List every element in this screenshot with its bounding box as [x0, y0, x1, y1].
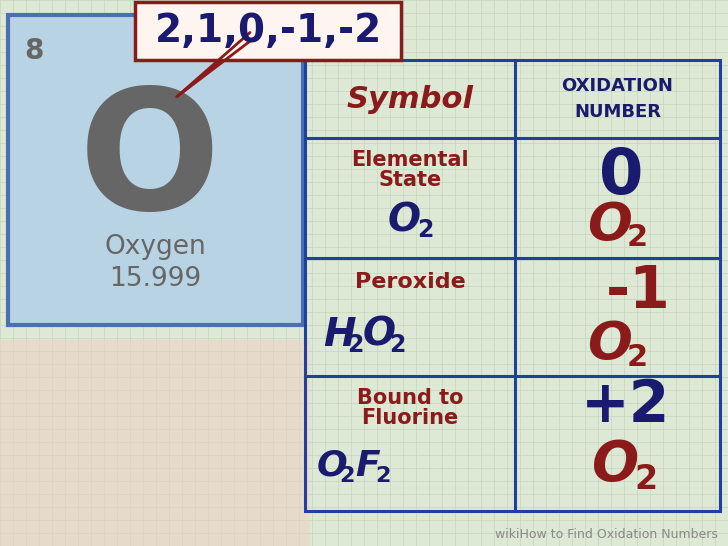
- Text: 2: 2: [347, 333, 363, 357]
- Text: Symbol: Symbol: [347, 85, 473, 114]
- Text: 2: 2: [417, 218, 433, 242]
- Text: O: O: [363, 316, 396, 354]
- FancyBboxPatch shape: [8, 15, 303, 325]
- Text: O: O: [79, 81, 221, 245]
- Text: 0: 0: [599, 145, 644, 207]
- Text: 2,1,0,-1,-2: 2,1,0,-1,-2: [154, 12, 381, 50]
- Text: 8: 8: [24, 37, 44, 65]
- Text: 15.999: 15.999: [109, 266, 202, 292]
- Text: O: O: [592, 438, 639, 492]
- Text: 2: 2: [375, 466, 390, 486]
- Text: 2: 2: [389, 333, 405, 357]
- Text: Bound to: Bound to: [357, 388, 463, 407]
- Text: F: F: [355, 448, 379, 483]
- Text: H: H: [323, 316, 355, 354]
- Text: O: O: [387, 201, 421, 239]
- FancyBboxPatch shape: [135, 2, 401, 60]
- Text: Oxygen: Oxygen: [105, 234, 206, 260]
- Text: 2: 2: [634, 463, 657, 496]
- Text: Peroxide: Peroxide: [355, 272, 465, 292]
- Text: O: O: [587, 200, 632, 252]
- Text: Elemental: Elemental: [351, 150, 469, 170]
- Text: OXIDATION: OXIDATION: [561, 77, 673, 95]
- Text: 2: 2: [627, 223, 648, 252]
- Text: O: O: [587, 319, 632, 371]
- FancyBboxPatch shape: [0, 340, 310, 546]
- Text: +2: +2: [581, 377, 670, 434]
- Text: O: O: [317, 448, 348, 483]
- Text: 2: 2: [339, 466, 355, 486]
- Text: 2: 2: [627, 342, 648, 371]
- Text: Fluorine: Fluorine: [361, 407, 459, 428]
- Text: State: State: [379, 170, 442, 190]
- Text: wikiHow to Find Oxidation Numbers: wikiHow to Find Oxidation Numbers: [495, 528, 718, 541]
- Text: NUMBER: NUMBER: [574, 103, 661, 121]
- Text: -1: -1: [606, 264, 670, 321]
